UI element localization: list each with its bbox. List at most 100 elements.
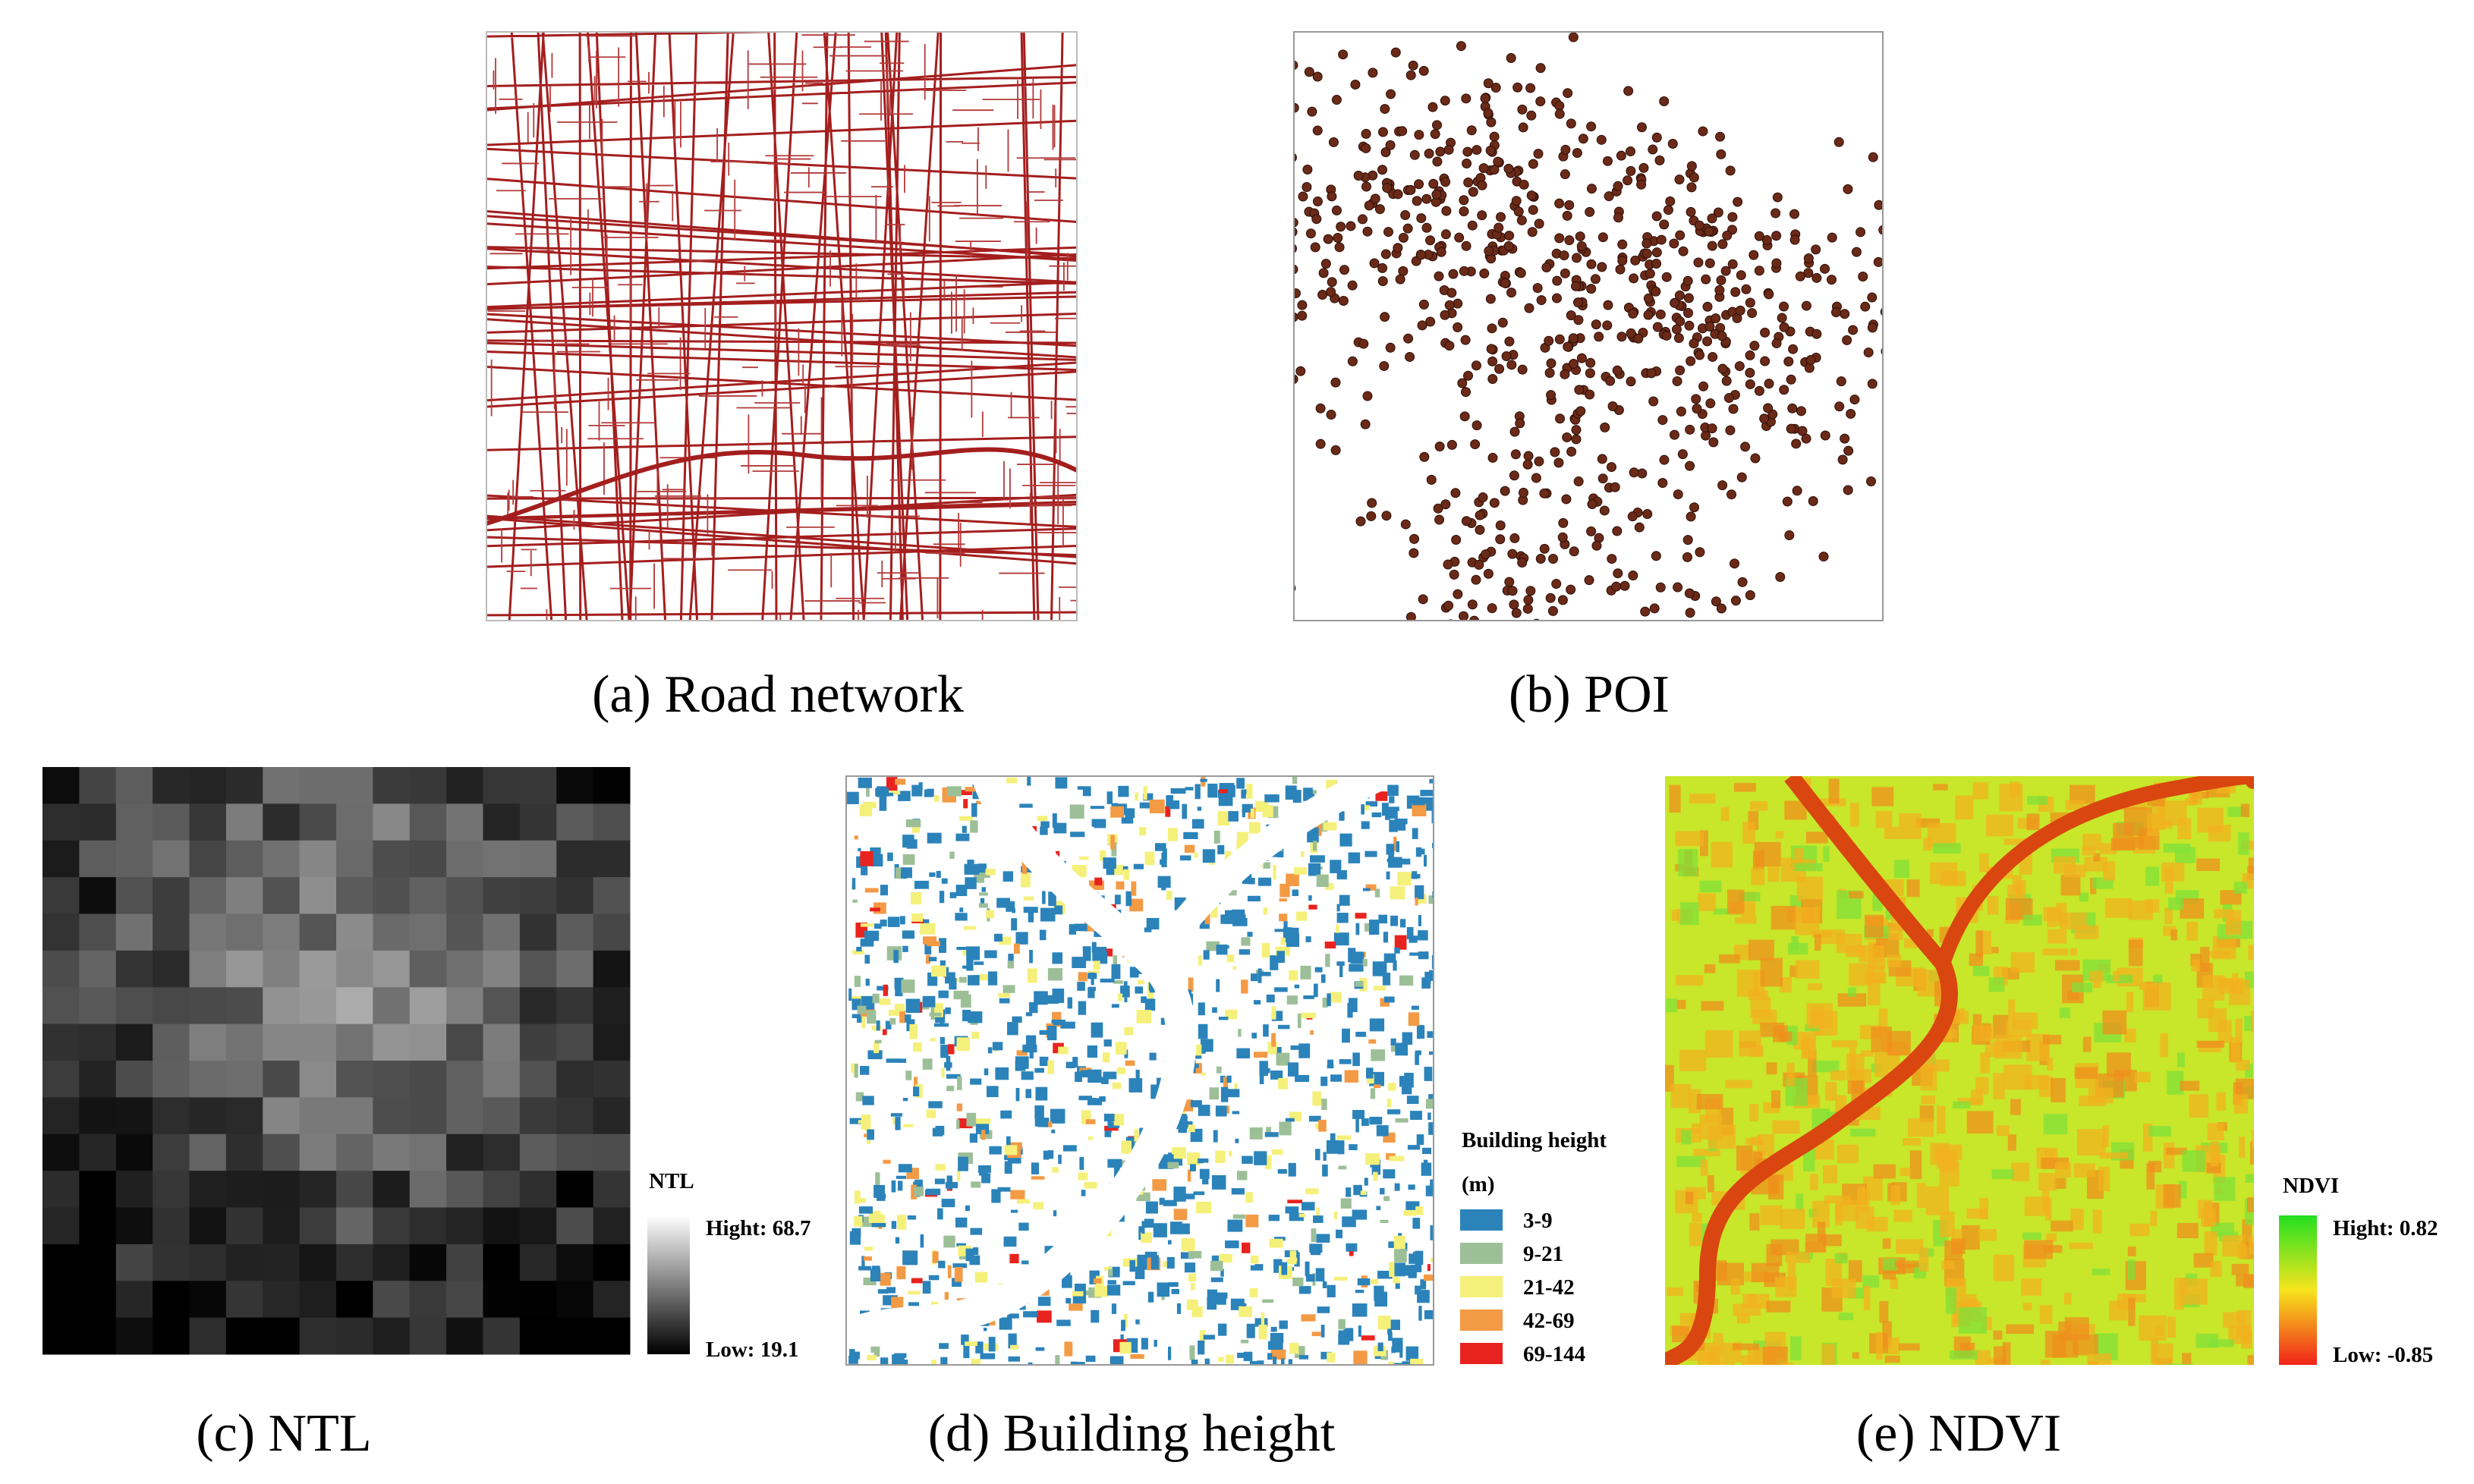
poi-dot	[1717, 239, 1728, 250]
ntl-cell	[79, 803, 117, 841]
poi-dot	[1523, 595, 1534, 605]
poi-dot	[1564, 235, 1575, 246]
ndvi-patch	[1739, 1030, 1761, 1057]
building	[1250, 808, 1254, 819]
poi-dot	[1304, 67, 1314, 77]
building	[886, 1058, 899, 1063]
ntl-cell	[225, 913, 263, 951]
building	[1128, 1078, 1143, 1093]
poi-dot	[1704, 258, 1715, 269]
building	[1250, 1265, 1264, 1271]
building	[1394, 1249, 1407, 1262]
ndvi-patch	[1900, 1168, 1911, 1177]
building	[867, 1355, 877, 1360]
ntl-cell	[189, 913, 227, 951]
building	[1349, 1250, 1354, 1256]
ndvi-patch	[2070, 1208, 2084, 1231]
ntl-cell	[153, 1243, 190, 1281]
ntl-cell	[593, 767, 631, 804]
ndvi-patch	[1930, 862, 1958, 885]
poi-dot	[1310, 242, 1320, 253]
building	[1070, 832, 1085, 838]
building	[870, 847, 881, 855]
building	[1042, 891, 1046, 904]
building	[1395, 1042, 1409, 1056]
building	[930, 965, 946, 977]
building	[890, 1113, 903, 1117]
poi-dot	[1723, 393, 1734, 404]
poi-dot	[1674, 174, 1685, 185]
building	[1425, 1099, 1434, 1109]
ntl-cell	[115, 913, 153, 951]
building	[891, 1297, 904, 1309]
poi-dot	[1346, 221, 1356, 231]
ndvi-patch	[2039, 1305, 2053, 1324]
building	[1394, 1262, 1405, 1277]
building	[1263, 1024, 1269, 1037]
ntl-cell	[446, 1097, 483, 1135]
building	[1361, 804, 1364, 815]
ndvi-patch	[1831, 1040, 1858, 1048]
building	[889, 1017, 896, 1025]
building	[962, 1009, 971, 1022]
ndvi-patch	[2054, 960, 2080, 971]
building	[955, 978, 959, 982]
building	[860, 1065, 870, 1075]
ntl-cell	[225, 767, 263, 804]
poi-dot	[1626, 146, 1636, 157]
poi-dot	[1679, 681, 1689, 690]
building	[867, 1129, 874, 1140]
poi-dot	[1294, 264, 1298, 275]
building	[1368, 1039, 1377, 1044]
building	[1286, 933, 1300, 948]
poi-dot	[1489, 165, 1500, 175]
building	[1424, 1067, 1433, 1081]
building	[1236, 1048, 1251, 1059]
building	[865, 978, 870, 986]
ntl-cell	[593, 1317, 631, 1355]
poi-dot	[1398, 232, 1409, 243]
poi-dot	[1273, 311, 1282, 320]
building	[866, 785, 870, 797]
poi-dot	[1968, 425, 1977, 434]
road-map	[486, 32, 1077, 621]
ntl-cell	[336, 1281, 373, 1319]
poi-dot	[1237, 382, 1246, 391]
poi-dot	[1338, 49, 1349, 60]
building	[934, 1003, 943, 1017]
poi-dot	[1604, 191, 1614, 202]
ntl-cell	[189, 803, 227, 841]
building	[1003, 985, 1015, 993]
building	[1087, 1136, 1093, 1140]
ntl-cell	[593, 950, 631, 988]
ndvi-patch	[1979, 854, 1989, 872]
legend-label: 42-69	[1523, 1309, 1575, 1333]
building	[987, 971, 998, 986]
poi-dot	[1217, 278, 1226, 288]
poi-dot	[1483, 638, 1492, 647]
building	[1078, 1001, 1087, 1015]
poi-dot	[1716, 149, 1726, 159]
building	[1072, 957, 1087, 969]
building	[901, 867, 912, 879]
poi-dot	[1560, 144, 1571, 155]
building	[1202, 849, 1216, 863]
poi-dot	[1909, 390, 1918, 399]
ntl-cell	[42, 1317, 80, 1355]
ndvi-patch	[2252, 1129, 2254, 1150]
building	[1240, 914, 1246, 921]
building	[1307, 827, 1319, 843]
poi-dot	[1552, 275, 1563, 286]
poi-dot	[1745, 297, 1755, 308]
building	[1186, 1152, 1201, 1165]
ndvi-patch	[1958, 1306, 1987, 1334]
ntl-cell	[189, 1061, 227, 1098]
poi-dot	[1708, 437, 1719, 448]
ndvi-patch	[2005, 1020, 2032, 1038]
building	[1355, 923, 1360, 935]
building	[965, 1205, 970, 1212]
poi-dot	[1561, 494, 1572, 505]
caption: (d) Building height	[928, 1404, 1336, 1463]
ndvi-patch	[1830, 1070, 1846, 1080]
